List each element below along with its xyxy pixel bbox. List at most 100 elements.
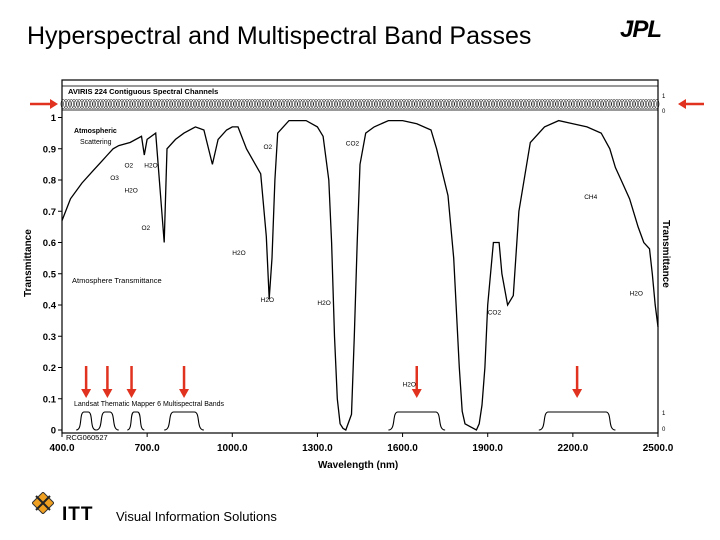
aviris-channel [481,99,487,109]
aviris-channel [539,99,545,109]
aviris-channel [544,99,551,109]
aviris-channel [425,99,431,109]
aviris-channel [212,99,218,109]
aviris-channel [419,99,426,109]
aviris-channel [233,99,239,109]
aviris-channel [451,99,458,109]
aviris-channel [430,99,436,109]
y-axis-label: Transmittance [23,229,34,297]
aviris-channel [92,99,98,109]
y-tick-label: 0.1 [43,394,57,405]
aviris-channel [353,99,359,109]
aviris-channel [148,99,154,109]
aviris-channel [379,99,386,109]
aviris-channel [329,99,335,109]
aviris-channel [313,99,319,109]
aviris-channel [238,99,245,109]
aviris-channel [600,99,607,109]
aviris-channel [489,99,495,109]
aviris-channel [542,99,548,109]
aviris-channel [183,99,189,109]
aviris-channel [563,99,569,109]
aviris-channel [324,99,330,109]
x-tick-label: 2200.0 [558,443,589,454]
aviris-channel [401,99,407,109]
absorption-label: H2O [232,250,245,257]
x-tick-label: 1000.0 [217,443,248,454]
aviris-strip-frame [61,85,659,111]
aviris-channel [414,99,420,109]
absorption-label: H2O [317,300,330,307]
aviris-channel [100,99,106,109]
aviris-channel [568,99,575,109]
aviris-channel [318,99,325,109]
y-tick-label: 0.6 [43,238,56,249]
aviris-channel [510,99,516,109]
aviris-channel [483,99,490,109]
x-axis-ticks: 400.0 700.0 1000.0 1300.0 1600.0 1900.0 2200.0… [49,433,674,454]
aviris-channel [478,99,484,109]
aviris-channel [465,99,471,109]
absorption-label: CO2 [488,309,502,316]
aviris-channel [470,99,476,109]
aviris-channel [409,99,415,109]
band-arrow-head [411,389,422,398]
y-axis-ticks: 0 0.1 0.2 0.3 0.4 0.5 0.6 0.7 0.8 0.9 1 [43,113,62,437]
aviris-label: AVIRIS 224 Contiguous Spectral Channels [68,87,218,96]
aviris-channel [395,99,402,109]
aviris-channel [528,99,535,109]
aviris-channel [196,99,202,109]
band-arrow-head [179,389,190,398]
aviris-channel [89,99,96,109]
aviris-channel [257,99,263,109]
aviris-channel [491,99,498,109]
y-axis-right-label: Transmittance [660,220,671,288]
y-tick-label: 0.4 [43,301,57,312]
aviris-channel [345,99,351,109]
absorption-label: H2O [630,291,643,298]
absorption-label: H2O [403,381,416,388]
aviris-channel [646,99,652,109]
aviris-channel [292,99,298,109]
aviris-channel [486,99,492,109]
aviris-channel [236,99,242,109]
aviris-channel [534,99,540,109]
aviris-channel [135,99,141,109]
y-tick-label: 0.7 [43,207,56,218]
aviris-channel [153,99,160,109]
aviris-channel [624,99,631,109]
aviris-channel [403,99,410,109]
aviris-channel [310,99,317,109]
landsat-band [76,411,97,431]
aviris-channel [348,99,354,109]
footer-brand: ITT [62,504,94,525]
aviris-channel [595,99,601,109]
aviris-channel [371,99,378,109]
aviris-channel [433,99,439,109]
landsat-label: Landsat Thematic Mapper 6 Multispectral … [74,401,225,408]
aviris-channel [167,99,173,109]
scattering-label-1: Atmospheric [74,128,117,135]
aviris-channel [164,99,170,109]
aviris-channel [443,99,450,109]
aviris-channel [68,99,74,109]
x-tick-label: 2500.0 [643,443,674,454]
left-side-arrow [30,99,58,109]
aviris-channel [260,99,266,109]
aviris-channel [161,99,168,109]
aviris-channel [385,99,391,109]
aviris-channel [79,99,85,109]
aviris-channel [654,99,660,109]
absorption-label: O2 [124,163,133,170]
landsat-bands [76,411,616,431]
aviris-channel [505,99,511,109]
aviris-channel [321,99,327,109]
aviris-channel [265,99,271,109]
aviris-channel [276,99,282,109]
y-tick-label: 0 [51,426,56,437]
scattering-label-2: Scattering [80,139,112,146]
aviris-channel [462,99,468,109]
aviris-channel [116,99,122,109]
aviris-channel [177,99,184,109]
aviris-channel [648,99,654,109]
